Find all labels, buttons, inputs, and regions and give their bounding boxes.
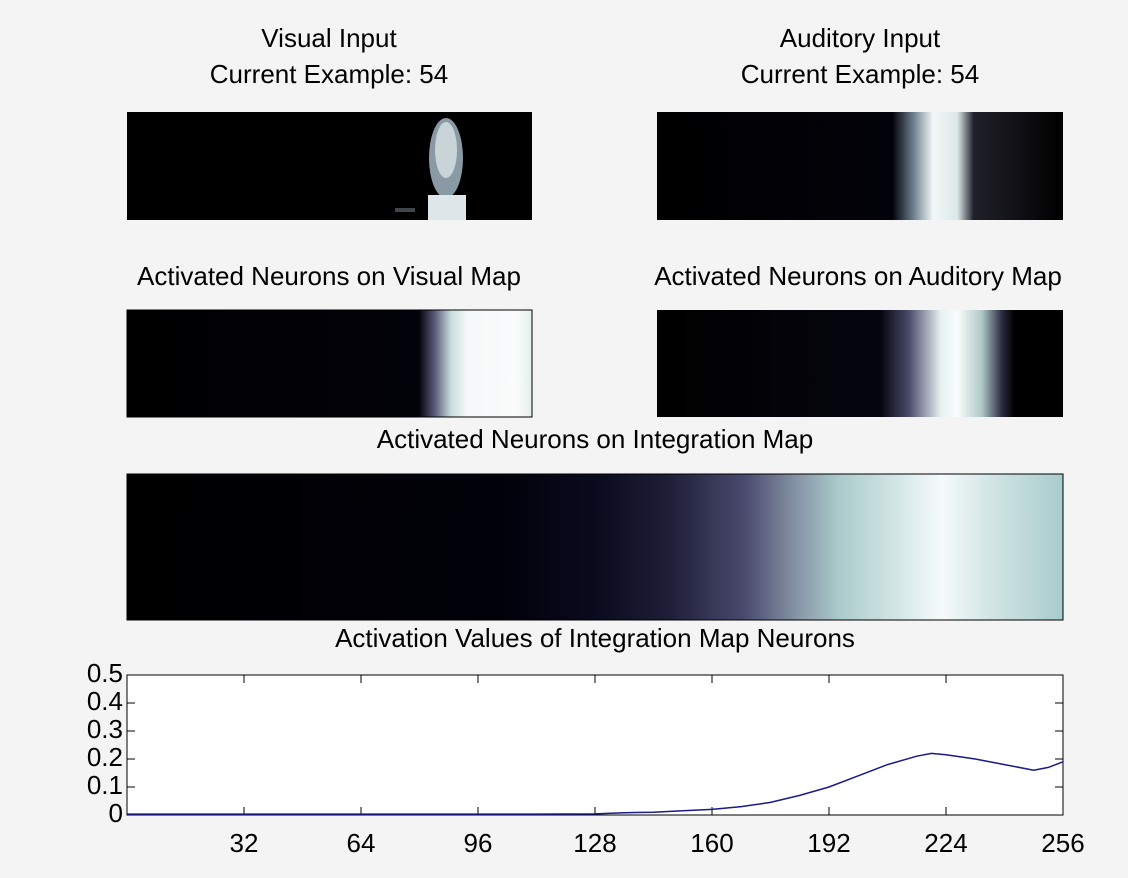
panel-title: Auditory Input xyxy=(780,23,941,53)
x-tick-label: 160 xyxy=(690,828,733,858)
x-tick-label: 192 xyxy=(807,828,850,858)
visual-map-image xyxy=(126,309,533,418)
x-tick-label: 256 xyxy=(1041,828,1084,858)
panel-title: Activated Neurons on Visual Map xyxy=(137,261,521,291)
chart-title: Activation Values of Integration Map Neu… xyxy=(335,623,855,653)
panel-subtitle: Current Example: 54 xyxy=(210,59,448,89)
y-tick-label: 0.5 xyxy=(87,658,123,688)
data-line xyxy=(127,752,1064,815)
y-tick-label: 0 xyxy=(109,798,123,828)
integration-map-image xyxy=(126,473,1064,621)
y-tick-label: 0.1 xyxy=(87,770,123,800)
x-tick-label: 32 xyxy=(230,828,259,858)
y-tick-label: 0.4 xyxy=(87,686,123,716)
x-tick-label: 96 xyxy=(464,828,493,858)
auditory-image xyxy=(657,112,1063,220)
visual-image xyxy=(127,112,532,220)
y-tick-label: 0.2 xyxy=(87,742,123,772)
panel-title: Visual Input xyxy=(261,23,397,53)
plot-area xyxy=(126,674,1064,816)
face-figure xyxy=(395,118,466,220)
panel-title: Activated Neurons on Auditory Map xyxy=(654,261,1062,291)
y-tick-label: 0.3 xyxy=(87,714,123,744)
x-tick-label: 224 xyxy=(924,828,967,858)
panel-subtitle: Current Example: 54 xyxy=(741,59,979,89)
x-tick-label: 128 xyxy=(573,828,616,858)
auditory-map-image xyxy=(657,310,1063,417)
panel-title: Activated Neurons on Integration Map xyxy=(377,424,813,454)
x-tick-label: 64 xyxy=(347,828,376,858)
